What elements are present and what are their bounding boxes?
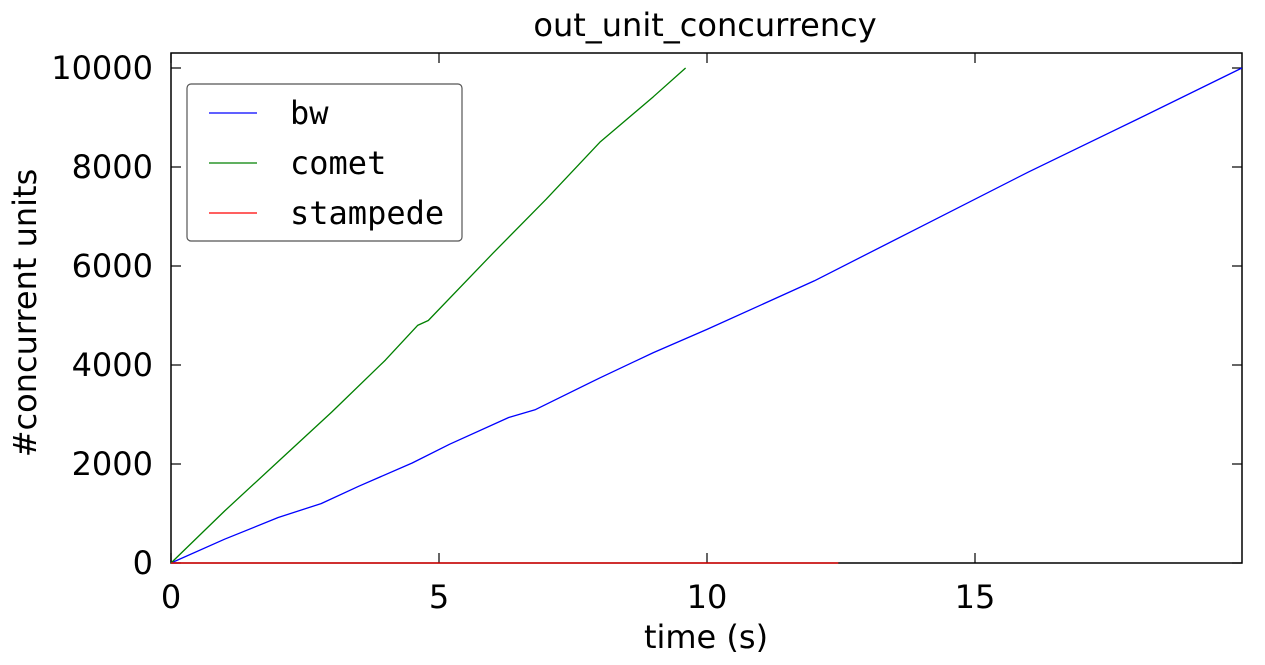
y-tick-label: 8000: [72, 148, 153, 186]
chart-title: out_unit_concurrency: [533, 6, 876, 44]
y-tick-label: 6000: [72, 247, 153, 285]
legend: bw comet stampede: [186, 83, 463, 242]
x-tick-label: 10: [687, 578, 728, 616]
x-tick-label: 15: [955, 578, 996, 616]
y-tick-label: 10000: [51, 49, 153, 87]
legend-label-bw: bw: [290, 94, 329, 132]
y-tick-label: 0: [133, 544, 153, 582]
y-tick-label: 4000: [72, 346, 153, 384]
y-axis-title: #concurrent units: [6, 169, 44, 458]
series-lines: [170, 67, 1243, 564]
series-line-bw: [170, 67, 1243, 564]
x-axis-title: time (s): [644, 618, 768, 656]
x-tick-label: 0: [161, 578, 181, 616]
x-tick-label: 5: [429, 578, 449, 616]
legend-label-stampede: stampede: [290, 194, 444, 232]
legend-box: [186, 83, 463, 242]
series-line-comet: [170, 67, 687, 564]
axis-tick-labels: 0 5 10 15 0 2000 4000 6000 8000 10000: [51, 49, 995, 616]
legend-entries: bw comet stampede: [209, 94, 444, 232]
legend-label-comet: comet: [290, 144, 386, 182]
y-tick-label: 2000: [72, 445, 153, 483]
